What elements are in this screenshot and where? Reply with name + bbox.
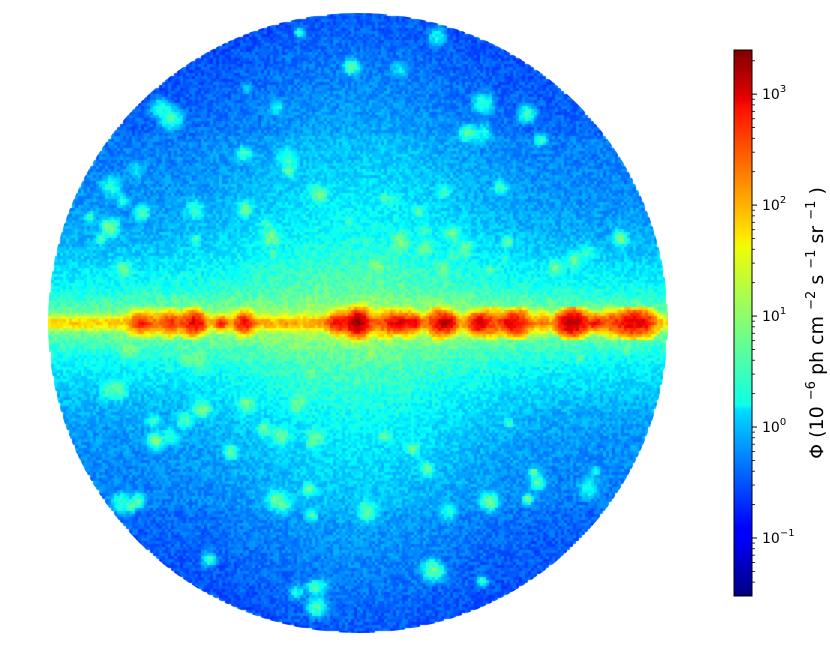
colorbar-tick-label: 101 [762, 306, 786, 325]
colorbar-gradient [733, 49, 753, 597]
colorbar-label: Φ (10 −6 ph cm −2 s −1 sr −1 ) [798, 187, 828, 459]
colorbar-tick-label: 103 [762, 84, 786, 103]
colorbar-tick-label: 102 [762, 195, 786, 214]
colorbar-tick-label: 10−1 [762, 528, 795, 547]
colorbar-ticks: 10−1 100 101 102 103 [752, 60, 795, 583]
sky-intensity-image [48, 13, 668, 633]
colorbar-tick-label: 100 [762, 417, 786, 436]
